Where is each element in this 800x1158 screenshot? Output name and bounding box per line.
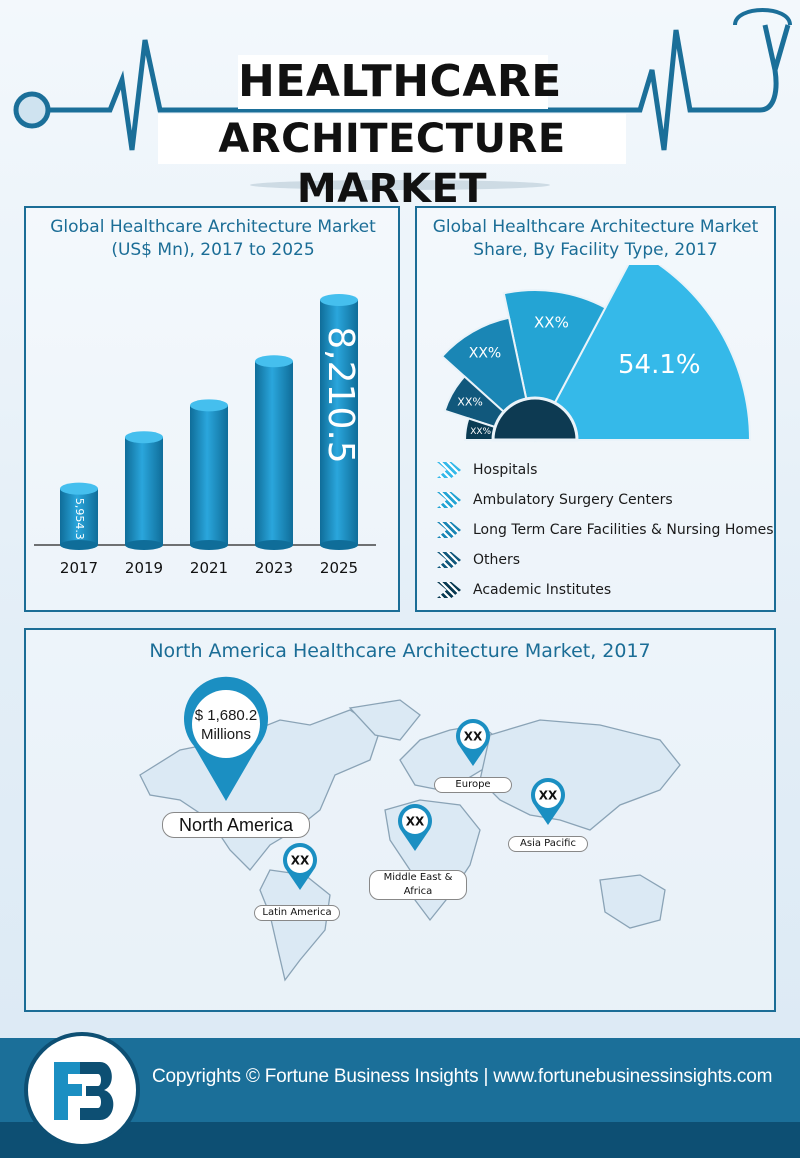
bar-cap-2025 [320, 294, 358, 306]
north-america-unit: Millions [200, 726, 251, 743]
x-tick-2017: 2017 [60, 559, 98, 577]
stethoscope-tubes-icon [759, 24, 791, 113]
legend-swatch-4 [437, 582, 461, 598]
share-slice-label-1: XX% [534, 314, 569, 332]
bar-base-2019 [125, 540, 163, 550]
south-america-shape [259, 869, 331, 982]
bar-cap-2017 [60, 482, 98, 495]
legend-swatch-3 [437, 552, 461, 568]
legend-swatch-2 [437, 522, 461, 538]
legend-label-0: Hospitals [473, 462, 538, 478]
legend-label-4: Academic Institutes [473, 582, 612, 598]
bar-2023 [255, 361, 293, 545]
legend-swatch-0 [437, 462, 461, 478]
bar-cap-2023 [255, 355, 293, 368]
map-pin-value-2: XX [539, 789, 558, 803]
share-slice-label-0: 54.1% [618, 350, 701, 380]
bar-base-2017 [60, 540, 98, 550]
map-pin-4: XX [283, 843, 317, 890]
x-tick-2023: 2023 [255, 559, 293, 577]
legend-item-1: Ambulatory Surgery Centers [437, 490, 673, 510]
greenland-shape [348, 699, 421, 741]
map-region-label-2: Asia Pacific [508, 836, 588, 852]
stethoscope-chest-piece-icon [13, 91, 51, 129]
map-pin-value-3: XX [406, 815, 425, 829]
north-america-value: $ 1,680.2 [194, 707, 258, 724]
bar-cap-2021 [190, 399, 228, 412]
legend-item-3: Others [437, 550, 520, 570]
map-region-label-4: Latin America [254, 905, 340, 921]
page-title-line-2: ARCHITECTURE MARKET [158, 114, 626, 212]
legend-label-1: Ambulatory Surgery Centers [473, 492, 673, 508]
legend-swatch-1 [437, 492, 461, 508]
share-chart-title: Global Healthcare Architecture Market Sh… [432, 217, 759, 260]
share-chart-hub [491, 396, 579, 442]
bar-2017 [60, 488, 98, 545]
map-region-label-3: Middle East & Africa [369, 870, 467, 900]
map-pin-3: XX [398, 804, 432, 851]
north-america-label: North America [162, 812, 310, 838]
bar-value-label-2025: 8,210.5 [320, 326, 361, 463]
map-pin-1: XX [456, 719, 490, 766]
share-slice-label-2: XX% [469, 345, 501, 361]
bar-chart-title: Global Healthcare Architecture Market (U… [50, 217, 376, 260]
legend-item-4: Academic Institutes [437, 580, 611, 600]
map-pin-2: XX [531, 778, 565, 825]
australia-shape [599, 874, 666, 929]
north-america-pin [184, 676, 268, 801]
x-tick-2019: 2019 [125, 559, 163, 577]
bar-chart: 2017 5,954.3 2019 2021 2023 2025 8,210.5 [34, 294, 376, 577]
footer-bottom-strip [0, 1122, 800, 1158]
bar-2025 [320, 300, 358, 545]
legend-label-3: Others [473, 552, 521, 568]
stethoscope-headset-icon [733, 8, 792, 26]
bar-base-2025 [320, 540, 358, 550]
map-pin-value-1: XX [464, 730, 483, 744]
bar-2021 [190, 405, 228, 545]
bar-base-2023 [255, 540, 293, 550]
share-slice-label-3: XX% [457, 396, 483, 409]
page-title-line-1: HEALTHCARE [238, 55, 562, 109]
legend-label-2: Long Term Care Facilities & Nursing Home… [473, 522, 774, 538]
legend-item-0: Hospitals [437, 460, 537, 480]
share-slice-0 [533, 265, 752, 441]
footer-copyright-text: Copyrights © Fortune Business Insights |… [152, 1066, 773, 1087]
map-pin-value-4: XX [291, 854, 310, 868]
bar-base-2021 [190, 540, 228, 550]
north-america-value-group: $ 1,680.2 Millions [186, 706, 266, 744]
asia-shape [479, 719, 681, 831]
x-tick-2021: 2021 [190, 559, 228, 577]
bar-value-label-2017: 5,954.3 [73, 498, 86, 540]
x-tick-2025: 2025 [320, 559, 358, 577]
title-shadow [250, 180, 550, 190]
map-region-label-1: Europe [434, 777, 512, 793]
share-slice-label-4: XX% [470, 427, 491, 437]
heartbeat-line-left [40, 39, 240, 151]
header-decoration [13, 8, 792, 190]
fbi-logo-icon [24, 1032, 140, 1148]
bar-cap-2019 [125, 431, 163, 444]
heartbeat-line-right [560, 29, 760, 151]
legend-item-2: Long Term Care Facilities & Nursing Home… [437, 520, 774, 540]
share-fan-chart: 54.1% XX% XX% XX% XX% [440, 265, 752, 443]
bar-2019 [125, 437, 163, 545]
map-title: North America Healthcare Architecture Ma… [149, 640, 651, 662]
